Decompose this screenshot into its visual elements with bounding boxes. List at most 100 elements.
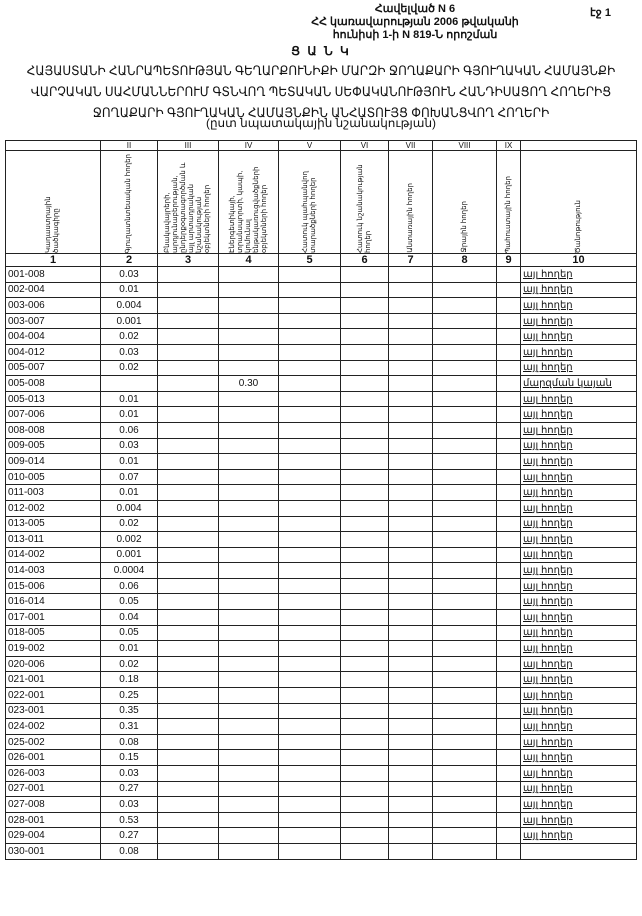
column-header-label: Պահուստային հողեր bbox=[504, 175, 512, 253]
cell bbox=[157, 749, 219, 766]
table-row: 014-003 0.0004 այլ հողեր bbox=[5, 562, 637, 579]
cadastral-code: 003-007 bbox=[5, 312, 101, 330]
cell bbox=[278, 437, 341, 455]
column-header: Գյուղատնտեսական հողեր bbox=[100, 150, 158, 254]
cell bbox=[278, 702, 341, 720]
agricultural-area: 0.08 bbox=[100, 842, 158, 860]
cell bbox=[278, 343, 341, 361]
column-header-label: Ծանոթություն bbox=[574, 199, 582, 253]
column-number: 4 bbox=[218, 253, 279, 267]
cell bbox=[278, 484, 341, 501]
column-number: 6 bbox=[340, 253, 389, 267]
cadastral-code: 026-003 bbox=[5, 765, 101, 782]
cell bbox=[432, 671, 497, 689]
cell bbox=[278, 827, 341, 844]
cell bbox=[278, 749, 341, 766]
cell bbox=[157, 609, 219, 626]
agricultural-area: 0.01 bbox=[100, 390, 158, 408]
cadastral-code: 011-003 bbox=[5, 484, 101, 501]
table-row: 015-006 0.06 այլ հողեր bbox=[5, 577, 637, 595]
cell bbox=[496, 499, 521, 517]
cell bbox=[496, 515, 521, 533]
cell bbox=[157, 484, 219, 501]
cell bbox=[278, 765, 341, 782]
cell bbox=[157, 811, 219, 829]
cell bbox=[388, 499, 433, 517]
cell bbox=[340, 687, 389, 704]
cell bbox=[340, 842, 389, 860]
column-header-label: Բնակավայրերի, արդյունաբերության, ընդերքօ… bbox=[164, 162, 211, 253]
energy-transport-area bbox=[218, 546, 279, 564]
agricultural-area: 0.05 bbox=[100, 624, 158, 642]
cell bbox=[157, 437, 219, 455]
agricultural-area: 0.03 bbox=[100, 765, 158, 782]
cell bbox=[157, 499, 219, 517]
cadastral-code: 030-001 bbox=[5, 842, 101, 860]
energy-transport-area bbox=[218, 780, 279, 798]
cadastral-code: 019-002 bbox=[5, 640, 101, 657]
cell bbox=[157, 624, 219, 642]
cell bbox=[496, 609, 521, 626]
cell bbox=[278, 499, 341, 517]
cell bbox=[340, 375, 389, 392]
cell bbox=[496, 811, 521, 829]
cell bbox=[496, 687, 521, 704]
table-row: 019-002 0.01 այլ հողեր bbox=[5, 640, 637, 657]
cadastral-code: 020-006 bbox=[5, 655, 101, 673]
table-row: 025-002 0.08 այլ հողեր bbox=[5, 733, 637, 751]
cadastral-code: 016-014 bbox=[5, 593, 101, 611]
cell bbox=[278, 640, 341, 657]
energy-transport-area bbox=[218, 640, 279, 657]
cell bbox=[340, 671, 389, 689]
energy-transport-area bbox=[218, 733, 279, 751]
cell bbox=[432, 312, 497, 330]
cell bbox=[278, 593, 341, 611]
cell bbox=[388, 655, 433, 673]
energy-transport-area bbox=[218, 827, 279, 844]
note: այլ հողեր bbox=[520, 765, 637, 782]
cell bbox=[496, 359, 521, 377]
cell bbox=[157, 359, 219, 377]
note: այլ հողեր bbox=[520, 453, 637, 470]
table-row: 011-003 0.01 այլ հողեր bbox=[5, 484, 637, 501]
cadastral-code: 018-005 bbox=[5, 624, 101, 642]
decree-line: ՀՀ կառավարության 2006 թվականի bbox=[311, 16, 519, 28]
energy-transport-area bbox=[218, 312, 279, 330]
cell bbox=[496, 733, 521, 751]
cell bbox=[388, 609, 433, 626]
cell bbox=[496, 702, 521, 720]
agricultural-area: 0.01 bbox=[100, 640, 158, 657]
cell bbox=[388, 671, 433, 689]
cell bbox=[157, 640, 219, 657]
agricultural-area: 0.01 bbox=[100, 406, 158, 423]
cell bbox=[432, 562, 497, 579]
table-row: 030-001 0.08 bbox=[5, 842, 637, 860]
cell bbox=[340, 796, 389, 813]
energy-transport-area bbox=[218, 484, 279, 501]
cadastral-code: 013-011 bbox=[5, 531, 101, 548]
table-row: 005-007 0.02 այլ հողեր bbox=[5, 359, 637, 377]
table-row: 018-005 0.05 այլ հողեր bbox=[5, 624, 637, 642]
energy-transport-area bbox=[218, 343, 279, 361]
cell bbox=[278, 328, 341, 345]
table-row: 022-001 0.25 այլ հողեր bbox=[5, 687, 637, 704]
cell bbox=[432, 842, 497, 860]
cell bbox=[157, 577, 219, 595]
cell bbox=[157, 328, 219, 345]
table-row: 021-001 0.18 այլ հողեր bbox=[5, 671, 637, 689]
cell bbox=[340, 406, 389, 423]
cell bbox=[388, 796, 433, 813]
cell bbox=[278, 312, 341, 330]
cadastral-code: 022-001 bbox=[5, 687, 101, 704]
cell bbox=[496, 577, 521, 595]
land-table: II III IV V VI VII VIII IX Կադաստրային ծածկագիրը… bbox=[5, 140, 637, 860]
energy-transport-area bbox=[218, 718, 279, 735]
cell bbox=[432, 640, 497, 657]
cell bbox=[157, 515, 219, 533]
document-subtitle: (ըստ նպատակային նշանակության) bbox=[205, 116, 437, 130]
cell bbox=[496, 281, 521, 299]
cell bbox=[340, 531, 389, 548]
note: այլ հողեր bbox=[520, 359, 637, 377]
column-number: 8 bbox=[432, 253, 497, 267]
cell bbox=[278, 718, 341, 735]
